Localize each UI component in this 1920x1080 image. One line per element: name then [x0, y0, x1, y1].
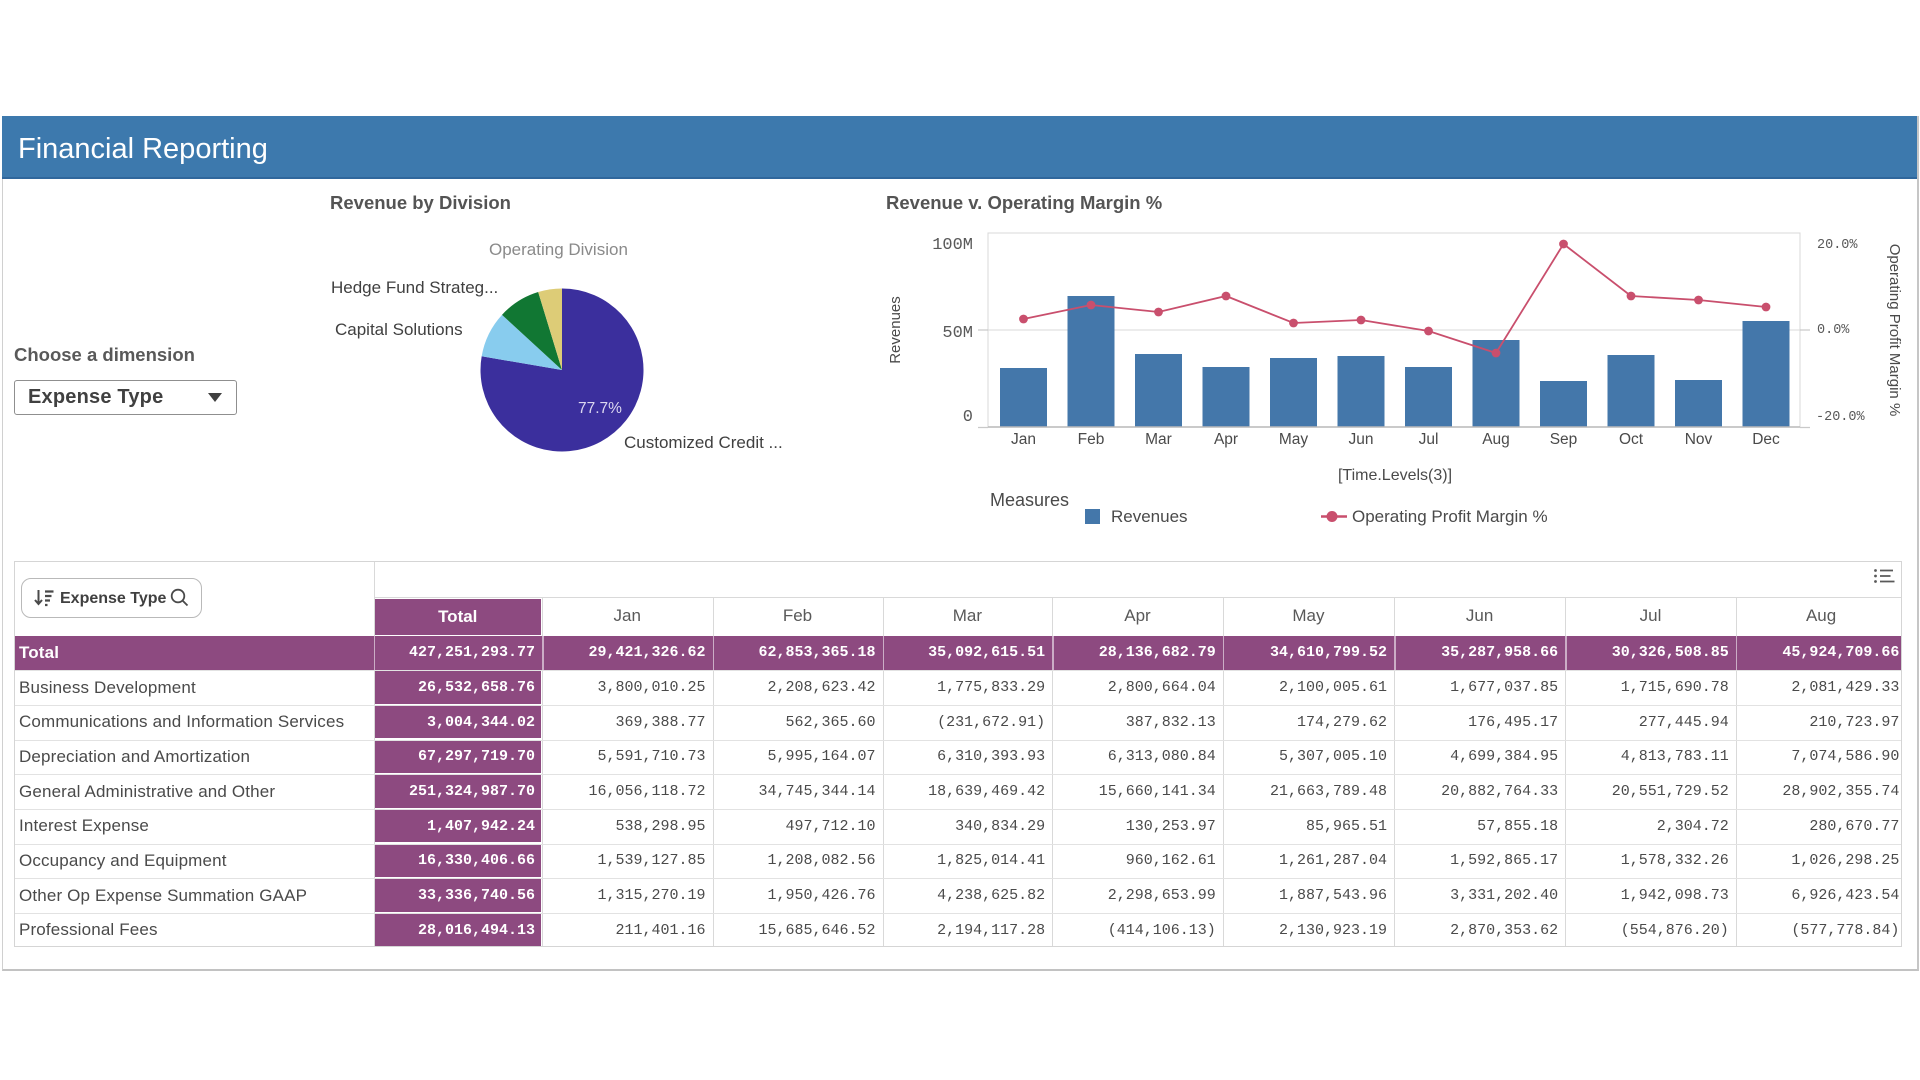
svg-text:0: 0 — [963, 408, 973, 427]
svg-text:Dec: Dec — [1752, 431, 1780, 448]
svg-text:Oct: Oct — [1619, 431, 1644, 448]
svg-text:Revenues: Revenues — [887, 296, 904, 364]
svg-text:Operating Profit Margin %: Operating Profit Margin % — [1886, 244, 1903, 417]
svg-text:100M: 100M — [932, 236, 973, 255]
svg-text:Mar: Mar — [1145, 431, 1172, 448]
svg-text:Aug: Aug — [1482, 431, 1510, 448]
svg-text:Feb: Feb — [1078, 431, 1105, 448]
svg-text:[Time.Levels(3)]: [Time.Levels(3)] — [1338, 467, 1452, 484]
svg-text:-20.0%: -20.0% — [1816, 410, 1866, 425]
svg-text:Apr: Apr — [1214, 431, 1238, 448]
svg-text:Sep: Sep — [1550, 431, 1578, 448]
svg-text:Nov: Nov — [1685, 431, 1713, 448]
svg-text:20.0%: 20.0% — [1817, 238, 1858, 253]
svg-text:Jul: Jul — [1419, 431, 1439, 448]
svg-text:May: May — [1279, 431, 1309, 448]
svg-text:50M: 50M — [942, 324, 973, 343]
svg-text:Jun: Jun — [1349, 431, 1374, 448]
svg-text:0.0%: 0.0% — [1817, 323, 1850, 338]
svg-text:Jan: Jan — [1011, 431, 1036, 448]
